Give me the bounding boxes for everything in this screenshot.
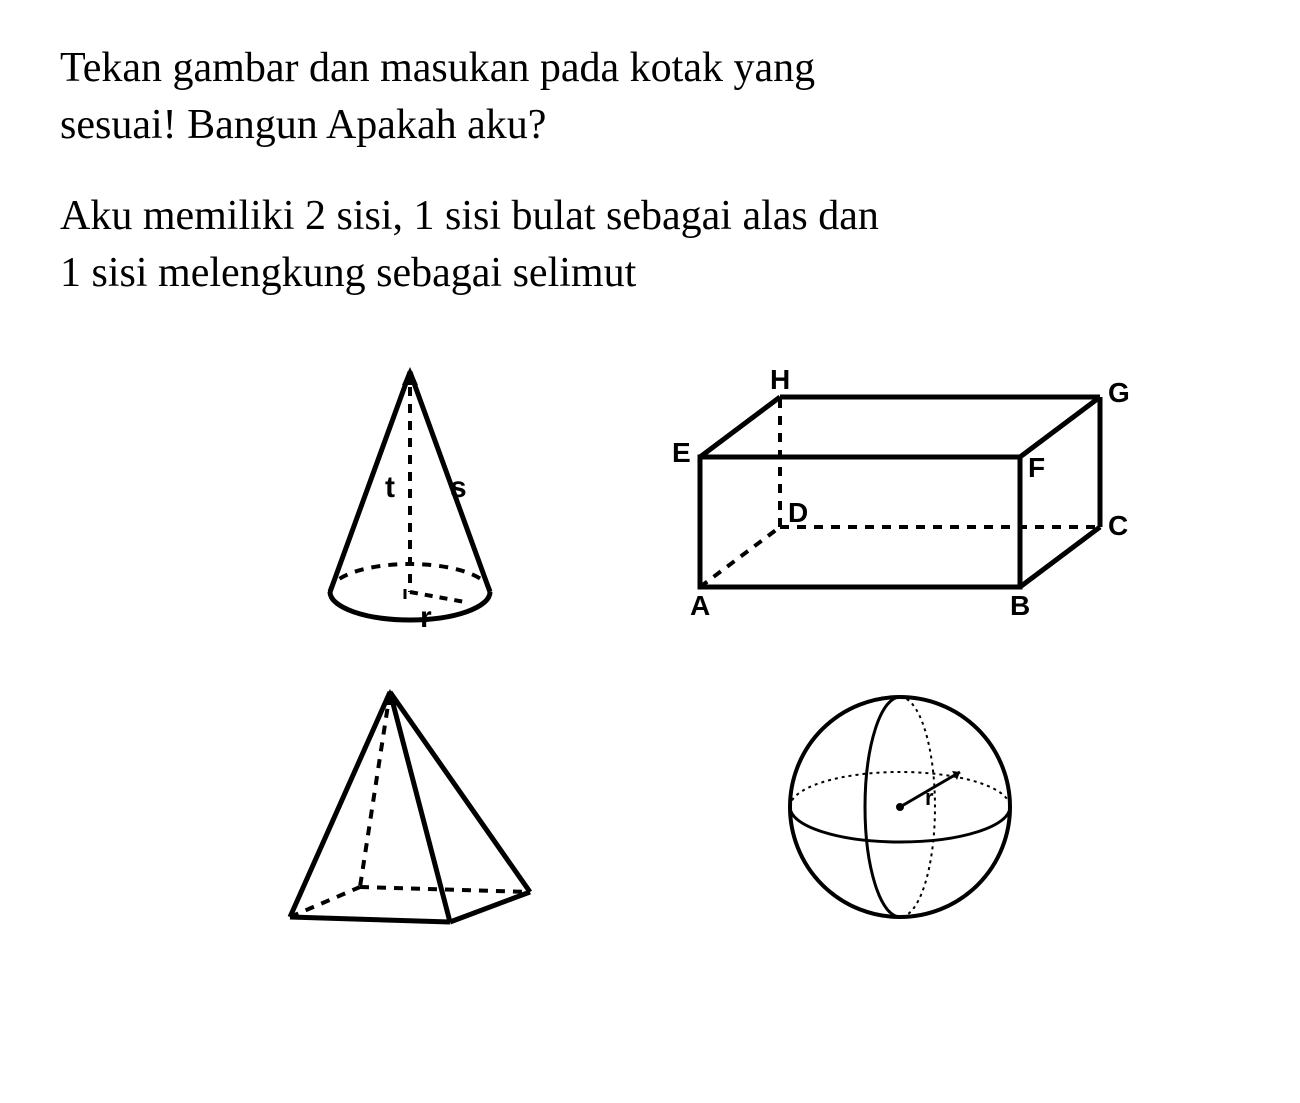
- cuboid-label-F: F: [1028, 452, 1045, 483]
- cuboid-label-C: C: [1108, 510, 1128, 541]
- cuboid-icon: A B C D E F G H: [660, 367, 1140, 627]
- question-text: Tekan gambar dan masukan pada kotak yang…: [60, 40, 1240, 153]
- description-line2: 1 sisi melengkung sebagai selimut: [60, 250, 636, 296]
- sphere-label-r: r: [925, 785, 934, 810]
- description-text: Aku memiliki 2 sisi, 1 sisi bulat sebaga…: [60, 188, 1240, 301]
- cone-label-s: s: [450, 471, 467, 504]
- sphere-icon: r: [760, 677, 1040, 937]
- cuboid-shape[interactable]: A B C D E F G H: [660, 357, 1140, 637]
- pyramid-icon: [270, 677, 550, 937]
- cone-icon: t s r: [290, 357, 530, 637]
- cuboid-label-B: B: [1010, 590, 1030, 621]
- sphere-shape[interactable]: r: [660, 667, 1140, 947]
- cuboid-label-G: G: [1108, 377, 1130, 408]
- cuboid-label-D: D: [788, 497, 808, 528]
- cone-label-r: r: [420, 601, 432, 634]
- shapes-grid: t s r A B C D E F G H: [60, 337, 1240, 947]
- cuboid-label-H: H: [770, 367, 790, 395]
- cone-shape[interactable]: t s r: [240, 357, 580, 637]
- cone-label-t: t: [385, 471, 395, 504]
- pyramid-shape[interactable]: [240, 667, 580, 947]
- cuboid-label-E: E: [672, 437, 691, 468]
- question-line2: sesuai! Bangun Apakah aku?: [60, 102, 546, 148]
- description-line1: Aku memiliki 2 sisi, 1 sisi bulat sebaga…: [60, 193, 879, 239]
- cuboid-label-A: A: [690, 590, 710, 621]
- question-line1: Tekan gambar dan masukan pada kotak yang: [60, 45, 815, 91]
